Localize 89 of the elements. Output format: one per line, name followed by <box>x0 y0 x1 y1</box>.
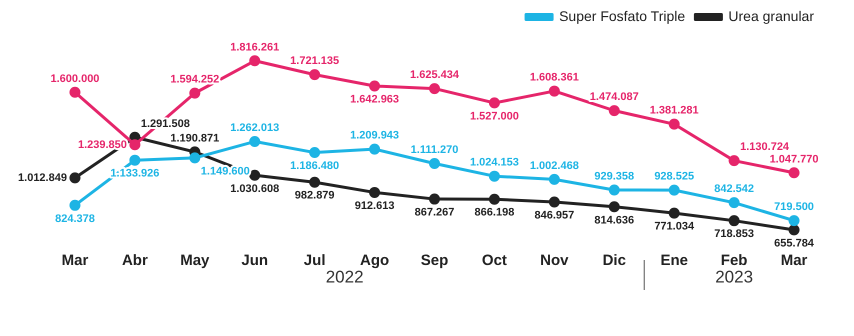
data-label: 1.262.013 <box>230 122 280 134</box>
data-label: 928.525 <box>654 170 694 183</box>
point <box>249 136 260 148</box>
point <box>309 176 320 188</box>
point <box>69 200 80 211</box>
point <box>69 86 80 98</box>
data-label: 771.034 <box>654 220 695 233</box>
data-label: 1.594.252 <box>170 74 220 86</box>
point <box>608 201 620 212</box>
data-label: 1.002.468 <box>530 160 579 172</box>
data-label: 655.784 <box>774 237 815 250</box>
x-tick-label: Ene <box>660 252 688 270</box>
data-label: 1.030.608 <box>230 182 280 195</box>
point <box>788 215 800 226</box>
data-label: 1.186.480 <box>290 160 340 172</box>
point <box>608 105 620 116</box>
point <box>728 197 740 208</box>
point <box>429 158 440 169</box>
x-tick-label: Mar <box>780 252 808 270</box>
point <box>728 215 740 226</box>
x-tick-label: Dic <box>602 252 626 270</box>
data-label: 1.721.135 <box>290 55 340 68</box>
point <box>548 174 560 185</box>
point <box>369 80 380 92</box>
data-label: 842.542 <box>714 183 754 196</box>
legend-label: Urea granular <box>728 8 814 24</box>
data-label: 1.111.270 <box>410 144 458 156</box>
x-tick-label: Nov <box>540 252 570 270</box>
data-label: 982.879 <box>294 190 335 202</box>
x-tick-label: Sep <box>420 252 448 270</box>
point <box>728 155 740 166</box>
point <box>488 194 500 205</box>
data-label: 1.608.361 <box>530 72 579 84</box>
data-label: 1.024.153 <box>470 156 519 169</box>
data-label: 846.957 <box>534 210 574 222</box>
data-label: 1.625.434 <box>410 69 460 82</box>
point <box>788 224 800 236</box>
point <box>788 167 800 178</box>
data-label: 719.500 <box>774 201 814 214</box>
point <box>249 170 260 181</box>
point <box>429 83 440 94</box>
data-label: 867.267 <box>414 206 454 219</box>
point <box>548 86 560 97</box>
x-tick-label: Jun <box>241 252 268 270</box>
x-tick-label: Jul <box>304 252 326 270</box>
point <box>369 186 380 198</box>
data-label: 1.209.943 <box>350 130 400 142</box>
x-tick-label: Mar <box>62 252 88 270</box>
x-tick-label: Ago <box>360 252 390 270</box>
data-label: 814.636 <box>594 214 634 226</box>
x-tick-label: Abr <box>122 252 148 270</box>
point <box>548 196 560 208</box>
data-label: 1.130.724 <box>740 141 790 154</box>
point <box>668 118 680 130</box>
legend-label: Super Fosfato Triple <box>559 8 686 24</box>
point <box>488 170 500 182</box>
point <box>309 69 320 80</box>
point <box>429 194 440 205</box>
data-label: 912.613 <box>354 200 394 212</box>
data-label: 1.642.963 <box>350 94 400 106</box>
data-label: 1.474.087 <box>590 91 639 104</box>
point <box>608 184 620 196</box>
x-tick-label: May <box>180 252 210 270</box>
point <box>488 97 500 108</box>
data-label: 1.012.849 <box>18 172 67 184</box>
point <box>129 139 140 150</box>
data-label: 824.378 <box>55 212 95 225</box>
data-label: 1.190.871 <box>170 132 220 144</box>
x-tick-label: Oct <box>482 252 507 270</box>
point <box>668 184 680 196</box>
data-label: 1.047.770 <box>770 153 819 166</box>
data-label: 1.816.261 <box>230 41 280 54</box>
data-label: 1.527.000 <box>470 110 519 122</box>
text: 2022 <box>326 268 364 287</box>
point <box>249 55 260 66</box>
point <box>309 147 320 158</box>
point <box>189 88 200 99</box>
data-label: 718.853 <box>714 228 754 240</box>
point <box>129 154 140 166</box>
data-label: 1.600.000 <box>50 72 100 85</box>
point <box>69 172 80 184</box>
x-tick-label: Feb <box>720 252 748 270</box>
data-label: 929.358 <box>594 170 634 183</box>
point <box>369 144 380 155</box>
point <box>668 208 680 219</box>
data-label: 1.381.281 <box>650 104 699 117</box>
data-label: 866.198 <box>474 206 514 219</box>
point <box>189 152 200 164</box>
text: 2023 <box>715 268 754 287</box>
